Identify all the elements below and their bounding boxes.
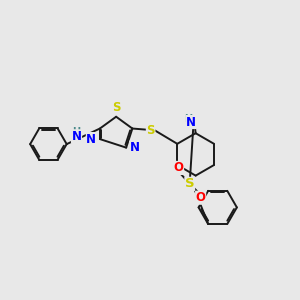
Text: S: S (185, 177, 195, 190)
Text: S: S (146, 124, 155, 136)
Text: N: N (71, 130, 82, 143)
Text: O: O (174, 161, 184, 175)
Text: H: H (184, 114, 192, 124)
Text: N: N (130, 141, 140, 154)
Text: O: O (196, 191, 206, 204)
Text: H: H (72, 127, 81, 137)
Text: S: S (112, 101, 120, 114)
Text: N: N (186, 116, 196, 128)
Text: N: N (86, 133, 96, 146)
